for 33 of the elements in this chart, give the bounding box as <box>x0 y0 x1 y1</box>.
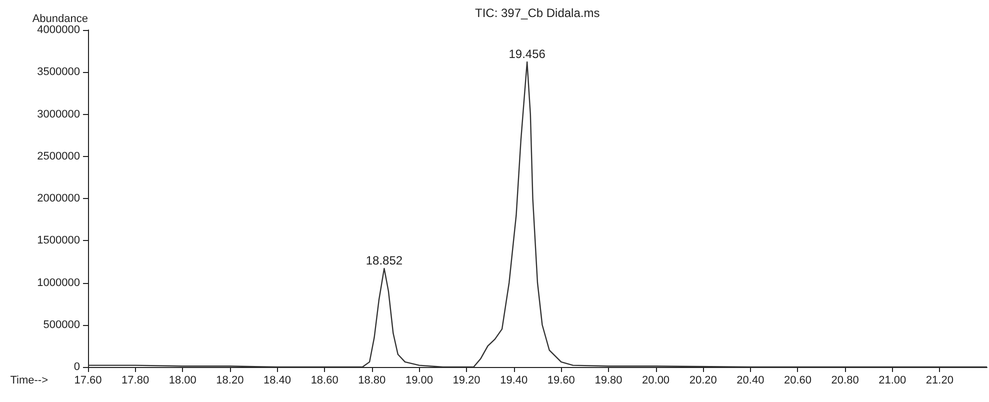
x-tick-label: 19.20 <box>452 374 480 386</box>
y-tick-label: 1000000 <box>37 276 80 289</box>
x-tick-label: 18.80 <box>358 374 386 386</box>
x-tick-label: 18.00 <box>168 374 196 386</box>
y-tick-label: 3000000 <box>37 108 80 120</box>
annotation: 18.852 <box>366 253 403 268</box>
y-tick-label: 2000000 <box>37 192 80 204</box>
y-tick-label: 2500000 <box>37 150 80 162</box>
y-tick-label: 1500000 <box>37 234 80 247</box>
x-tick-label: 21.00 <box>878 374 906 386</box>
y-tick-label: 0 <box>74 361 80 373</box>
x-tick-label: 20.60 <box>784 374 812 386</box>
x-tick-label: 19.00 <box>405 374 433 386</box>
x-tick-label: 17.80 <box>122 374 150 386</box>
x-tick-label: 19.60 <box>547 374 575 386</box>
chart-title: TIC: 397_Cb Didala.ms <box>475 6 600 20</box>
annotation: 19.456 <box>508 47 546 62</box>
y-axis-title: Abundance <box>32 13 88 26</box>
y-tick-label: 3500000 <box>37 66 80 78</box>
x-tick-label: 18.20 <box>216 374 244 386</box>
x-tick-label: 19.80 <box>594 374 622 386</box>
x-tick-label: 20.40 <box>736 374 764 386</box>
x-tick-label: 18.60 <box>310 374 338 386</box>
x-tick-label: 20.20 <box>689 374 717 386</box>
x-tick-label: 20.00 <box>642 374 670 386</box>
y-tick-label: 500000 <box>43 318 80 331</box>
x-tick-label: 18.40 <box>264 374 292 386</box>
x-tick-label: 17.60 <box>74 374 102 386</box>
y-tick-label: 4000000 <box>37 24 80 36</box>
x-tick-label: 19.40 <box>500 374 528 386</box>
x-axis-title: Time--> <box>10 374 48 386</box>
x-tick-label: 21.20 <box>926 374 954 386</box>
x-tick-label: 20.80 <box>831 374 859 386</box>
